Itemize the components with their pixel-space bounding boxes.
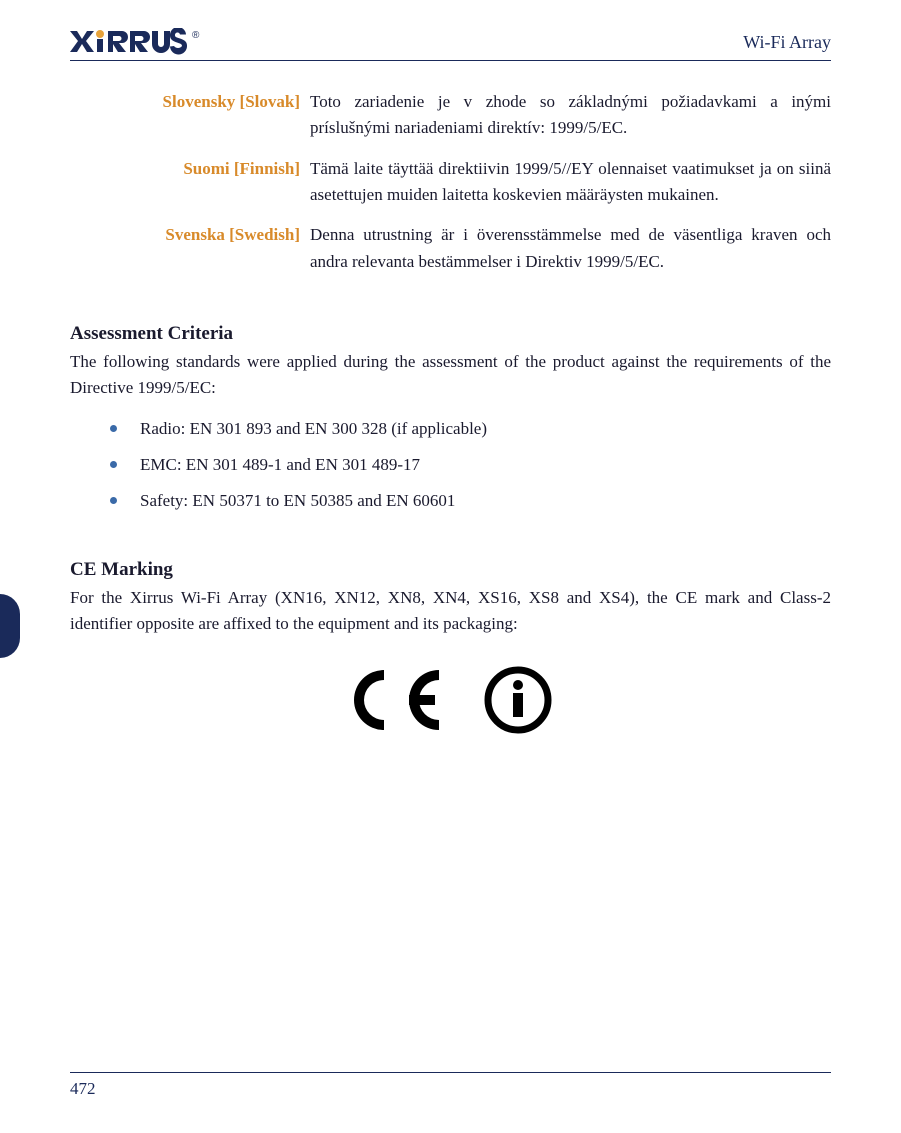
lang-label: Slovensky [Slovak] — [120, 89, 310, 142]
page-body: ® Wi-Fi Array Slovensky [Slovak] Toto za… — [0, 0, 901, 1133]
assessment-intro: The following standards were applied dur… — [70, 349, 831, 402]
assessment-heading: Assessment Criteria — [70, 323, 831, 345]
svg-text:®: ® — [192, 30, 200, 41]
ce-marking-section: CE Marking For the Xirrus Wi-Fi Array (X… — [70, 559, 831, 736]
language-table: Slovensky [Slovak] Toto zariadenie je v … — [120, 89, 831, 275]
lang-text: Denna utrustning är i överensstämmelse m… — [310, 222, 831, 275]
lang-row-slovak: Slovensky [Slovak] Toto zariadenie je v … — [120, 89, 831, 142]
marks-row — [70, 665, 831, 735]
bullet-item: Safety: EN 50371 to EN 50385 and EN 6060… — [110, 488, 831, 514]
page-header: ® Wi-Fi Array — [70, 28, 831, 61]
assessment-section: Assessment Criteria The following standa… — [70, 323, 831, 515]
assessment-bullets: Radio: EN 301 893 and EN 300 328 (if app… — [110, 416, 831, 515]
ce-mark-icon — [349, 665, 459, 735]
page-number: 472 — [70, 1079, 831, 1099]
lang-text: Tämä laite täyttää direktiivin 1999/5//E… — [310, 156, 831, 209]
lang-row-finnish: Suomi [Finnish] Tämä laite täyttää direk… — [120, 156, 831, 209]
bullet-item: EMC: EN 301 489-1 and EN 301 489-17 — [110, 452, 831, 478]
ce-marking-heading: CE Marking — [70, 559, 831, 581]
lang-label: Svenska [Swedish] — [120, 222, 310, 275]
xirrus-logo: ® — [70, 28, 220, 56]
lang-row-swedish: Svenska [Swedish] Denna utrustning är i … — [120, 222, 831, 275]
lang-text: Toto zariadenie je v zhode so základnými… — [310, 89, 831, 142]
bullet-item: Radio: EN 301 893 and EN 300 328 (if app… — [110, 416, 831, 442]
class2-mark-icon — [483, 665, 553, 735]
page-footer: 472 — [70, 1072, 831, 1099]
doc-title: Wi-Fi Array — [743, 32, 831, 53]
ce-marking-text: For the Xirrus Wi-Fi Array (XN16, XN12, … — [70, 585, 831, 638]
lang-label: Suomi [Finnish] — [120, 156, 310, 209]
